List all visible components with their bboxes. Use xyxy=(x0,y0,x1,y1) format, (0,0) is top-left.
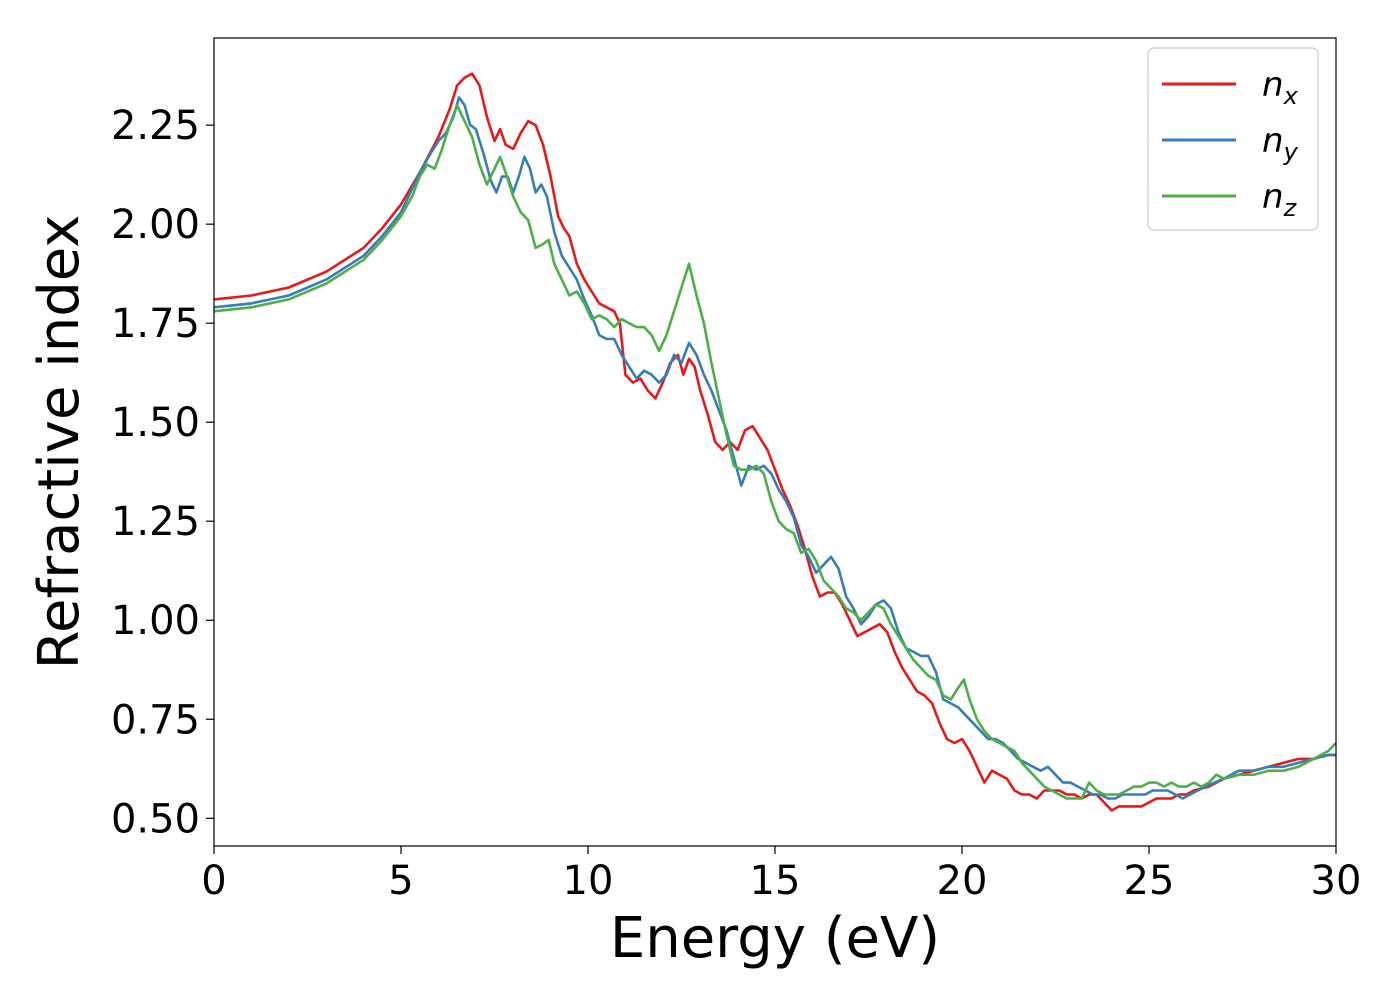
y-tick-label: 1.00 xyxy=(111,598,200,644)
y-tick-label: 1.50 xyxy=(111,400,200,446)
x-tick-label: 20 xyxy=(937,858,988,904)
x-tick-label: 0 xyxy=(201,858,226,904)
legend-label-x: nx xyxy=(1262,65,1299,110)
series-line-z xyxy=(214,104,1336,800)
legend: nx ny nz xyxy=(1147,47,1319,231)
y-tick-label: 1.75 xyxy=(111,301,200,347)
x-tick-label: 25 xyxy=(1124,858,1175,904)
y-tick-label: 0.75 xyxy=(111,697,200,743)
x-axis-label: Energy (eV) xyxy=(610,906,940,971)
legend-label-z: nz xyxy=(1262,177,1298,222)
x-tick-label: 30 xyxy=(1311,858,1362,904)
x-tick-label: 10 xyxy=(563,858,614,904)
y-tick-label: 2.25 xyxy=(111,103,200,149)
y-tick-label: 2.00 xyxy=(111,202,200,248)
axes-layer: 0 5 10 15 20 25 30 0.50 0.75 1.00 1.25 1.50 1.75 2.00… xyxy=(111,37,1362,904)
x-tick-label: 5 xyxy=(388,858,413,904)
series-line-x xyxy=(214,72,1336,812)
legend-label-y: ny xyxy=(1262,121,1299,166)
y-tick-label: 1.25 xyxy=(111,499,200,545)
x-tick-label: 15 xyxy=(750,858,801,904)
y-axis-label: Refractive index xyxy=(27,215,92,670)
series-layer xyxy=(214,72,1336,812)
y-tick-label: 0.50 xyxy=(111,796,200,842)
